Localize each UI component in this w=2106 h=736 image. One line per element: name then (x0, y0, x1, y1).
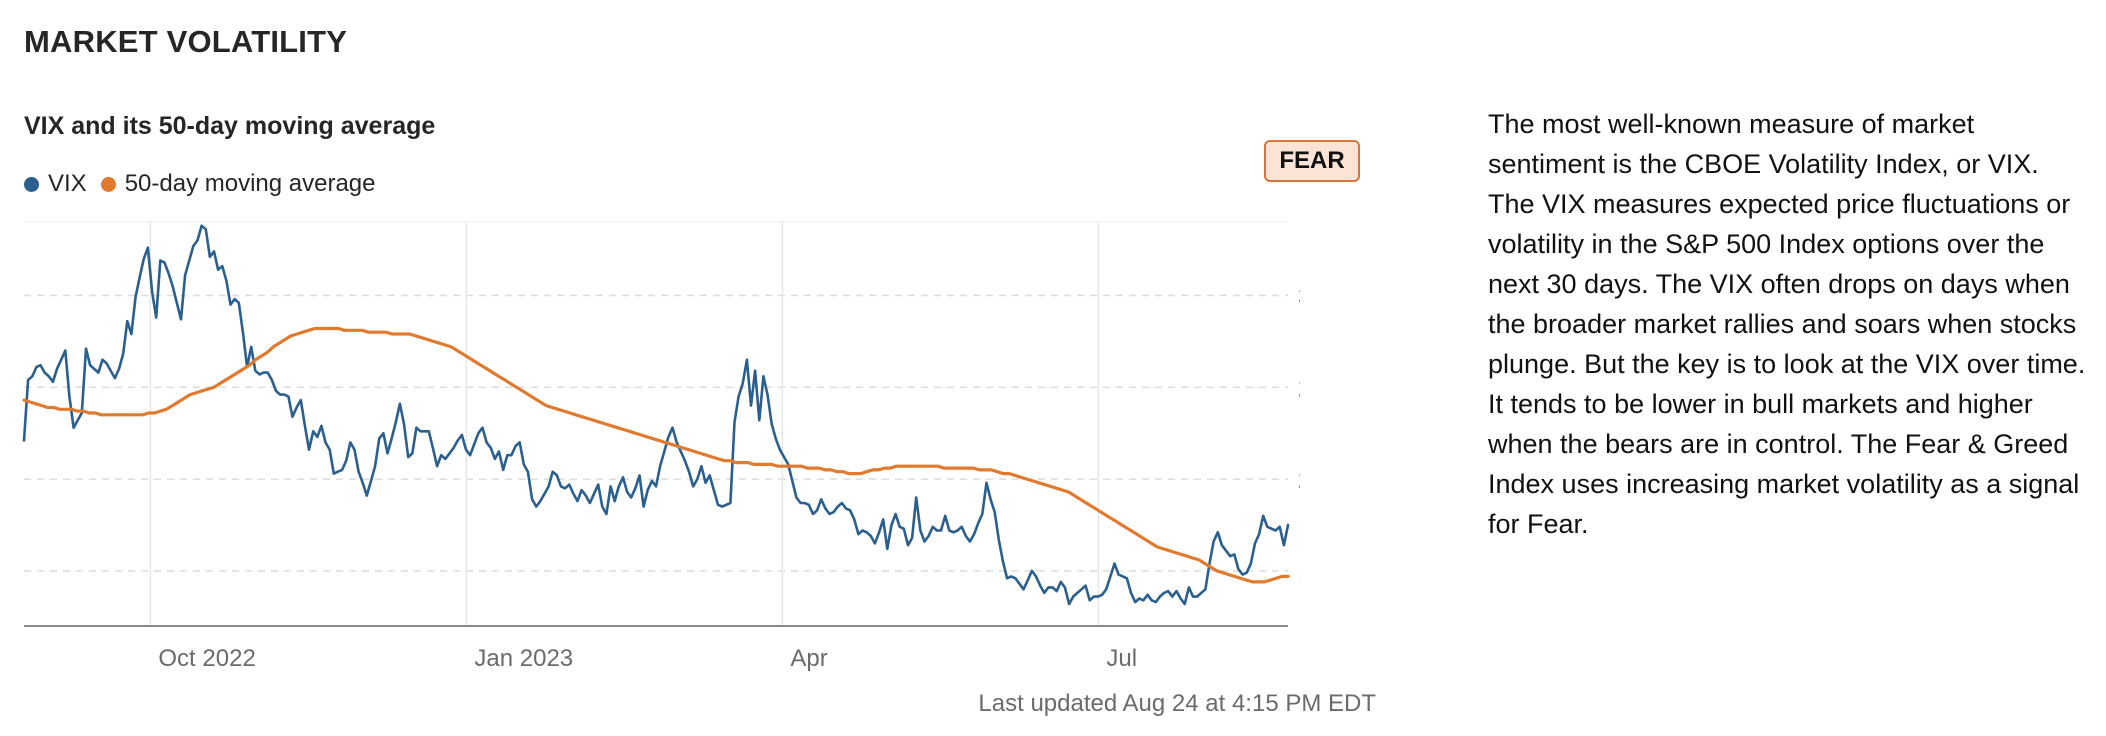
x-tick-label: Apr (790, 645, 827, 672)
series-line-vix (22, 224, 1290, 606)
chart-title: VIX and its 50-day moving average (24, 112, 436, 140)
series-line-moving-average (22, 326, 1290, 584)
legend-item-moving-average[interactable]: 50-day moving average (100, 170, 376, 198)
sentiment-badge: FEAR (1264, 140, 1360, 182)
indicator-description: The most well-known measure of market se… (1488, 109, 2086, 539)
y-tick-label: 20.00 (1298, 467, 1300, 494)
x-tick-label: Jul (1106, 645, 1137, 672)
section-title: MARKET VOLATILITY (24, 24, 348, 59)
chart-grid (24, 221, 1288, 626)
y-tick-label: 30.00 (1298, 283, 1300, 310)
x-tick-label: Jan 2023 (474, 645, 573, 672)
volatility-chart: 15.00 20.00 25.00 30.00 Oct 2022 Jan 2023 Apr J… (22, 221, 1300, 672)
legend-label-vix: VIX (48, 170, 87, 197)
legend-label-moving-average: 50-day moving average (124, 170, 376, 197)
chart-legend: VIX 50-day moving average (24, 170, 390, 198)
y-tick-label: 15.00 (1298, 559, 1300, 586)
y-tick-label: 25.00 (1298, 375, 1300, 402)
legend-dot-moving-average (100, 176, 116, 192)
legend-dot-vix (24, 176, 39, 192)
legend-item-vix[interactable]: VIX (24, 170, 87, 198)
x-tick-label: Oct 2022 (158, 645, 255, 672)
chart-axes: 15.00 20.00 25.00 30.00 Oct 2022 Jan 2023 Apr J… (24, 283, 1300, 672)
chart-series (22, 224, 1290, 606)
last-updated: Last updated Aug 24 at 4:15 PM EDT (978, 690, 1376, 717)
